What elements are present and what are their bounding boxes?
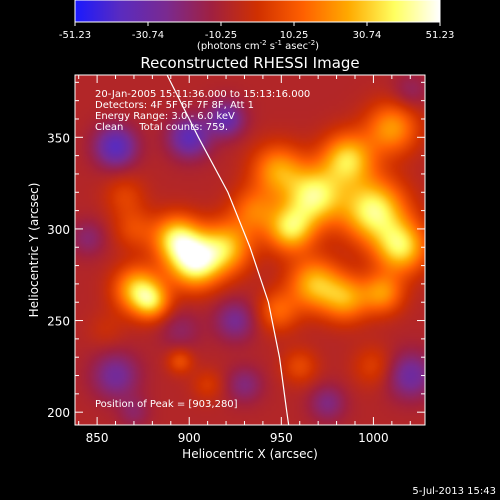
- colorbar-tick-label: -10.25: [205, 30, 237, 41]
- y-tick-label: 300: [47, 223, 70, 237]
- x-tick-label: 900: [178, 431, 201, 445]
- axis-ticks: 850 900 950 1000 200 250 300 350: [47, 75, 425, 445]
- colorbar-tick-label: 10.25: [280, 30, 309, 41]
- colorbar-tick-label: 30.74: [353, 30, 382, 41]
- y-tick-label: 250: [47, 315, 70, 329]
- timestamp: 5-Jul-2013 15:43: [412, 486, 496, 497]
- colorbar-tick-label: -51.23: [59, 30, 91, 41]
- solar-limb-line: [166, 75, 290, 425]
- info-line-time: 20-Jan-2005 15:11:36.000 to 15:13:16.000: [95, 89, 310, 100]
- colorbar: -51.23 -30.74 -10.25 10.25 30.74 51.23 (photo…: [59, 0, 454, 52]
- info-line-clean: Clean Total counts: 759.: [95, 122, 228, 133]
- info-block: 20-Jan-2005 15:11:36.000 to 15:13:16.000…: [95, 89, 310, 133]
- plot-frame: [74, 74, 426, 426]
- x-tick-label: 850: [86, 431, 109, 445]
- plot-title: Reconstructed RHESSI Image: [140, 54, 359, 72]
- heatmap-image: [75, 75, 425, 425]
- info-line-energy: Energy Range: 3.0 - 6.0 keV: [95, 111, 235, 122]
- y-axis-label: Heliocentric Y (arcsec): [27, 183, 41, 318]
- y-tick-label: 200: [47, 406, 70, 420]
- heatmap-area: [75, 75, 425, 425]
- peak-position-label: Position of Peak = [903,280]: [95, 399, 238, 410]
- info-line-detectors: Detectors: 4F 5F 6F 7F 8F, Att 1: [95, 100, 254, 111]
- x-tick-label: 950: [270, 431, 293, 445]
- colorbar-gradient: [74, 0, 441, 23]
- y-tick-label: 350: [47, 131, 70, 145]
- colorbar-units: (photons cm-2 s-1 asec-2): [197, 39, 319, 52]
- colorbar-tick-label: -30.74: [132, 30, 164, 41]
- x-axis-label: Heliocentric X (arcsec): [182, 447, 318, 461]
- colorbar-tick-label: 51.23: [426, 30, 455, 41]
- colorbar-ticks: -51.23 -30.74 -10.25 10.25 30.74 51.23: [59, 22, 454, 41]
- x-tick-label: 1000: [358, 431, 389, 445]
